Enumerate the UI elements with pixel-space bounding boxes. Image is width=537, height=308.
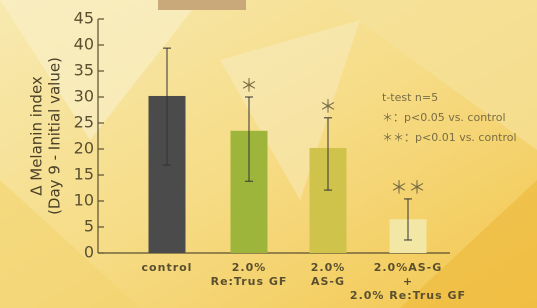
y-tick-label: 5	[84, 217, 94, 236]
chart: Δ Melanin index (Day 9 - Initial value) …	[0, 0, 537, 308]
y-label-line: (Day 9 - Initial value)	[46, 57, 64, 215]
y-tick-label: 0	[84, 243, 94, 262]
y-tick-label: 25	[74, 113, 94, 132]
y-label-line: Δ Melanin index	[28, 76, 46, 196]
x-tick-label: +	[403, 275, 413, 288]
note: ＊＊：p<0.01 vs. control	[382, 131, 517, 144]
x-tick-label: AS-G	[311, 275, 345, 288]
y-label: Δ Melanin index (Day 9 - Initial value)	[28, 57, 64, 215]
x-tick-label: 2.0%	[311, 261, 346, 274]
y-tick-label: 20	[74, 139, 94, 158]
y-tick-label: 30	[74, 87, 94, 106]
x-tick-label: 2.0%	[232, 261, 267, 274]
y-tick-label: 35	[74, 61, 94, 80]
x-tick-label: control	[142, 261, 193, 274]
y-tick-label: 15	[74, 165, 94, 184]
photo-edge	[158, 0, 246, 10]
significance: ＊	[240, 76, 258, 97]
x-tick-label: 2.0%AS-G	[374, 261, 443, 274]
note: t-test n=5	[382, 91, 438, 104]
significance: ＊	[319, 97, 337, 118]
note: ＊：p<0.05 vs. control	[382, 111, 506, 124]
y-tick-label: 45	[74, 9, 94, 28]
y-tick-label: 40	[74, 35, 94, 54]
y-tick-label: 10	[74, 191, 94, 210]
x-tick-label: Re:Trus GF	[211, 275, 288, 288]
x-tick-label: 2.0% Re:Trus GF	[350, 289, 466, 302]
significance: ＊＊	[390, 178, 426, 199]
